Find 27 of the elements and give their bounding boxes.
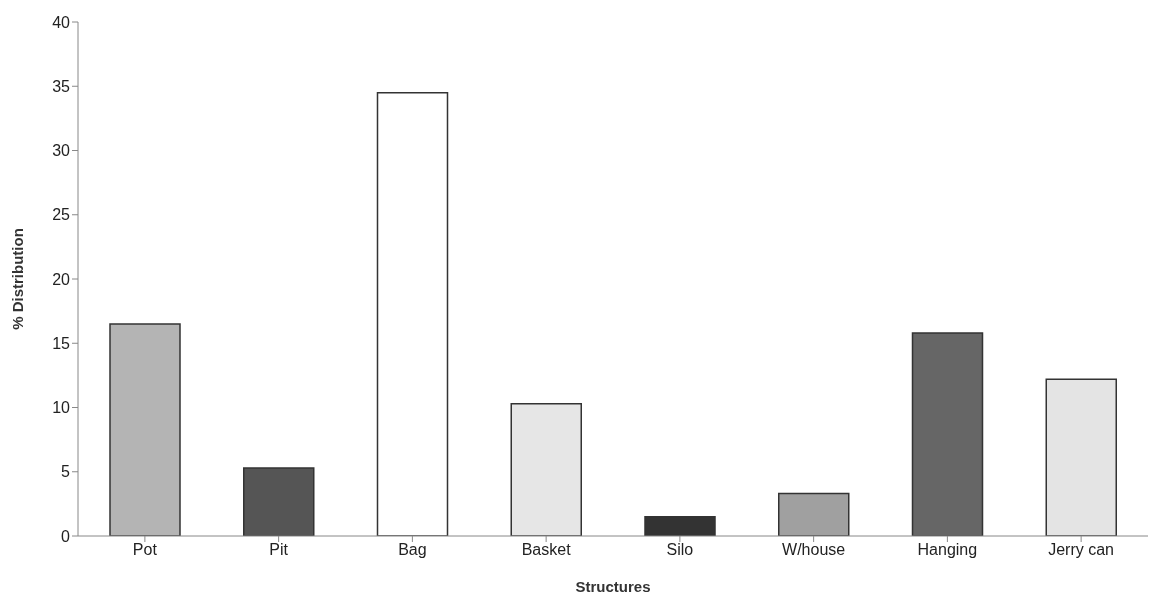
- y-axis-title: % Distribution: [9, 228, 27, 330]
- bar: [376, 91, 449, 536]
- x-tick-label: Pit: [269, 541, 289, 559]
- bar: [510, 402, 582, 536]
- y-tick-label: 15: [52, 334, 71, 352]
- bar: [109, 323, 181, 536]
- y-tick-label: 20: [52, 270, 71, 288]
- y-tick-label: 40: [52, 13, 71, 31]
- bar: [778, 492, 850, 536]
- y-tick-label: 0: [61, 527, 71, 545]
- y-tick-label: 10: [52, 399, 71, 417]
- y-tick-label: 30: [52, 142, 71, 160]
- x-tick-label: Jerry can: [1048, 541, 1115, 559]
- bar: [243, 467, 315, 536]
- bar: [911, 332, 984, 536]
- x-tick-label: W/house: [782, 541, 846, 559]
- x-tick-label: Basket: [521, 541, 572, 559]
- x-tick-label: Hanging: [917, 541, 978, 559]
- y-tick-label: 5: [61, 463, 71, 481]
- x-axis-title: Structures: [575, 578, 651, 595]
- bar: [644, 515, 716, 536]
- x-tick-label: Bag: [398, 541, 427, 559]
- bar: [1045, 378, 1117, 536]
- y-tick-label: 35: [52, 77, 71, 95]
- y-tick-label: 25: [52, 206, 71, 224]
- x-tick-label: Silo: [666, 541, 694, 559]
- x-tick-label: Pot: [132, 541, 158, 559]
